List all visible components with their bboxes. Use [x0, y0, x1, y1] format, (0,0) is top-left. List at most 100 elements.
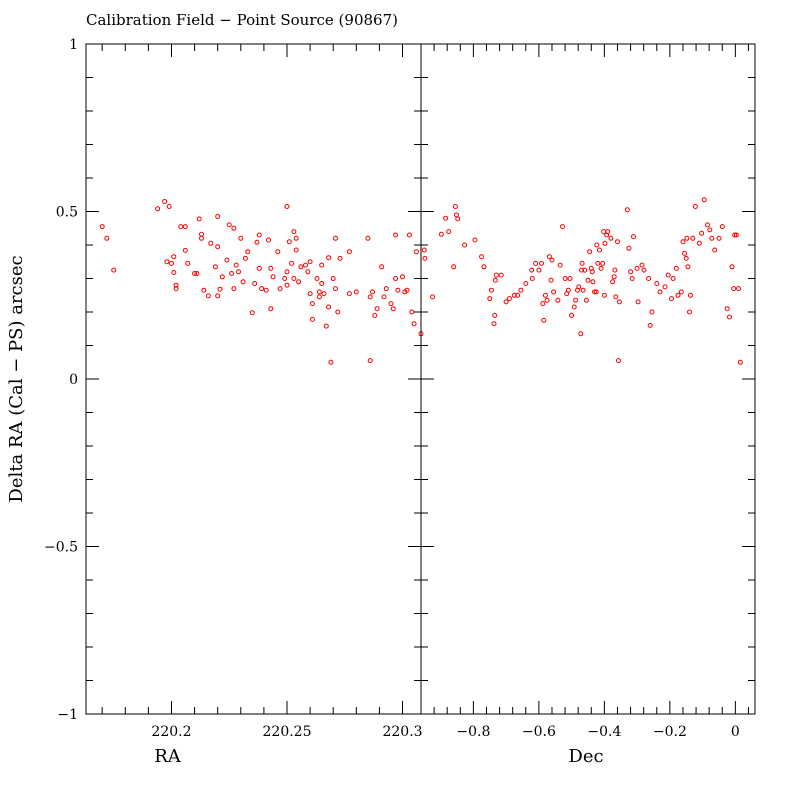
data-point — [670, 276, 676, 281]
x-tick-label: 220.3 — [382, 724, 422, 740]
data-point — [462, 242, 468, 248]
data-point — [597, 247, 602, 253]
data-point — [716, 235, 722, 241]
data-point — [687, 309, 692, 315]
data-point — [291, 276, 297, 281]
data-point — [155, 206, 161, 212]
data-point — [333, 235, 338, 241]
data-point — [284, 204, 290, 209]
data-point — [699, 230, 705, 236]
data-point — [286, 239, 292, 245]
data-point — [208, 240, 214, 246]
data-point — [323, 323, 329, 329]
data-point — [579, 267, 584, 273]
data-point — [732, 232, 738, 238]
data-point — [684, 235, 690, 241]
data-point — [733, 232, 739, 238]
data-point — [523, 281, 529, 286]
data-point — [215, 244, 221, 250]
data-point — [624, 207, 630, 213]
data-point — [400, 274, 405, 280]
data-point — [712, 247, 718, 253]
data-point — [178, 224, 184, 230]
data-point — [579, 260, 585, 266]
dec-panel-frame — [420, 43, 756, 715]
data-point — [628, 269, 634, 275]
data-point — [326, 255, 332, 261]
data-point — [631, 234, 636, 240]
data-point — [688, 292, 693, 298]
data-point — [557, 262, 563, 268]
data-point — [601, 292, 607, 298]
data-point — [256, 265, 262, 271]
data-point — [737, 359, 743, 365]
x-tick-label: −0.8 — [456, 724, 490, 740]
data-point — [649, 309, 655, 315]
data-point — [705, 222, 710, 228]
data-point — [678, 289, 684, 295]
data-point — [729, 264, 735, 270]
data-point — [548, 277, 554, 283]
data-point — [491, 321, 497, 327]
data-point — [254, 239, 260, 245]
data-point — [544, 297, 550, 303]
data-point — [390, 306, 396, 312]
data-point — [727, 314, 732, 320]
data-point — [326, 304, 332, 310]
data-point — [647, 322, 653, 328]
data-point — [217, 286, 223, 292]
y-tick-label: 0 — [69, 372, 78, 388]
data-point — [219, 274, 225, 280]
data-point — [381, 294, 387, 300]
data-point — [696, 240, 702, 246]
data-point — [560, 224, 565, 230]
data-point — [511, 292, 517, 298]
data-point — [654, 281, 660, 286]
data-point — [580, 287, 586, 293]
data-point — [635, 299, 641, 305]
data-point — [215, 214, 221, 219]
data-point — [284, 269, 290, 275]
data-point — [192, 271, 198, 276]
data-point — [99, 224, 105, 230]
data-point — [685, 264, 691, 270]
data-point — [233, 262, 239, 268]
data-point — [268, 265, 274, 271]
data-point — [551, 289, 557, 295]
data-point — [683, 255, 689, 261]
data-point — [562, 276, 568, 281]
data-point — [675, 292, 681, 298]
data-point — [224, 257, 230, 263]
data-point — [309, 316, 315, 322]
data-point — [492, 312, 498, 318]
data-point — [182, 224, 188, 230]
data-point — [587, 249, 593, 255]
data-point — [404, 287, 410, 293]
data-point — [263, 287, 269, 293]
data-point — [321, 291, 327, 297]
data-point — [498, 272, 504, 278]
data-point — [328, 359, 334, 365]
data-point — [374, 306, 380, 312]
y-tick-label: −1 — [57, 707, 78, 723]
data-point — [275, 249, 281, 255]
data-point — [616, 358, 621, 364]
data-point — [242, 255, 248, 261]
data-point — [169, 260, 174, 266]
data-point — [268, 306, 274, 312]
dec-panel-ticks: −0.8 −0.6 −0.4 −0.2 0 — [420, 43, 755, 740]
data-point — [549, 257, 555, 263]
data-point — [231, 286, 237, 292]
data-point — [205, 293, 211, 299]
data-point — [438, 231, 444, 237]
data-point — [335, 309, 341, 315]
data-point — [314, 276, 320, 281]
y-axis-label: Delta RA (Cal − PS) arcsec — [6, 255, 27, 502]
data-point — [409, 309, 415, 315]
data-point — [446, 229, 452, 235]
data-point — [605, 229, 611, 235]
data-point — [393, 276, 399, 281]
data-point — [565, 287, 571, 293]
data-point — [455, 216, 461, 222]
